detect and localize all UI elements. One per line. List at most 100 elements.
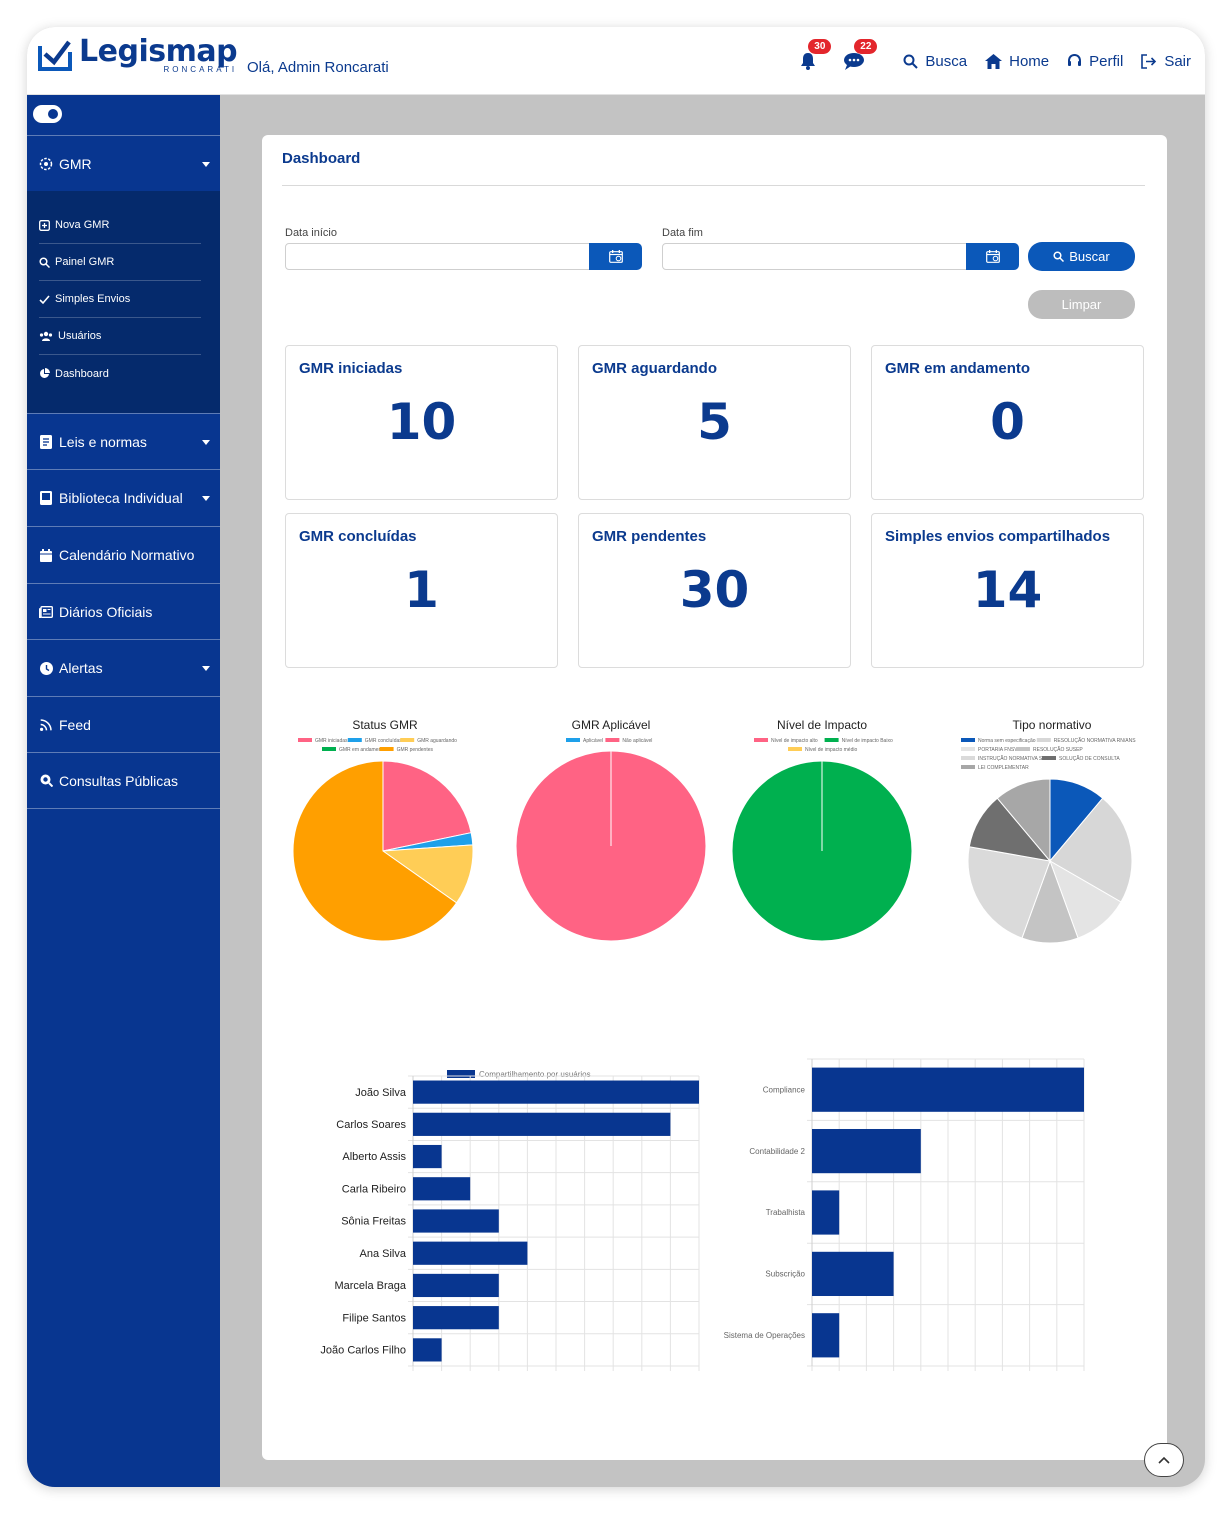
legend-label[interactable]: LEI COMPLEMENTAR <box>978 765 1029 771</box>
logo[interactable]: Legismap RONCARATI <box>37 37 238 74</box>
chevron-down-icon <box>202 439 210 445</box>
legend-swatch <box>605 738 620 742</box>
stat-gmr-pendentes: GMR pendentes 30 <box>578 513 851 668</box>
bar-sistema-de-operacoes[interactable] <box>812 1313 840 1358</box>
sidebar-item-gmr[interactable]: GMR <box>27 135 220 191</box>
legend-swatch <box>298 738 312 742</box>
logo-mark-icon <box>37 38 73 74</box>
y-tick-label: João Carlos Filho <box>320 1345 406 1357</box>
gear-eye-icon <box>39 157 53 171</box>
sidebar-item-consultas-publicas[interactable]: Consultas Públicas <box>27 752 220 809</box>
legend-label[interactable]: Norma sem especificação <box>978 738 1036 744</box>
book-icon <box>39 491 53 505</box>
submenu-dashboard[interactable]: Dashboard <box>39 355 201 392</box>
sidebar: GMR Nova GMR Painel GMR Simples Envios U… <box>27 95 220 1487</box>
legend-label[interactable]: INSTRUÇÃO NORMATIVA SUSEP <box>978 755 1057 762</box>
search-icon <box>1053 251 1065 262</box>
legend-swatch <box>754 738 768 742</box>
legend-label[interactable]: RESOLUÇÃO NORMATIVA RN/ANS <box>1054 737 1136 744</box>
date-start-calendar-button[interactable] <box>589 243 642 270</box>
legend-label[interactable]: GMR iniciadas <box>315 738 348 744</box>
stat-value: 10 <box>386 393 457 451</box>
submenu-nova-gmr[interactable]: Nova GMR <box>39 207 201 244</box>
y-tick-label: Contabilidade 2 <box>749 1147 805 1156</box>
legend-label[interactable]: GMR pendentes <box>397 747 434 753</box>
clear-button[interactable]: Limpar <box>1028 290 1135 319</box>
scroll-top-button[interactable] <box>1144 1443 1184 1477</box>
bar-joao-carlos-filho[interactable] <box>413 1338 442 1362</box>
nav-sair[interactable]: Sair <box>1141 53 1191 70</box>
legend-label[interactable]: Aplicável <box>583 738 603 744</box>
sidebar-item-biblioteca-individual[interactable]: Biblioteca Individual <box>27 469 220 526</box>
stat-value: 5 <box>697 393 732 451</box>
title-divider <box>282 185 1145 186</box>
notifications-badge: 30 <box>808 39 832 54</box>
sidebar-item-biblioteca-individual-label: Biblioteca Individual <box>59 490 183 506</box>
date-start-input[interactable] <box>285 243 590 270</box>
bar-carla-ribeiro[interactable] <box>413 1177 471 1201</box>
bar-joao-silva[interactable] <box>413 1080 699 1104</box>
y-tick-label: Ana Silva <box>360 1248 407 1260</box>
nav-perfil[interactable]: Perfil <box>1067 53 1123 70</box>
messages-button[interactable]: 22 <box>839 39 878 76</box>
search-button[interactable]: Buscar <box>1028 242 1135 271</box>
bar-filipe-santos[interactable] <box>413 1306 499 1330</box>
bar-alberto-assis[interactable] <box>413 1144 442 1169</box>
sidebar-item-alertas[interactable]: Alertas <box>27 639 220 696</box>
submenu-simples-envios[interactable]: Simples Envios <box>39 281 201 318</box>
legend-label[interactable]: Nível de impacto alto <box>771 738 818 744</box>
date-start-label: Data início <box>285 227 337 239</box>
sidebar-item-feed[interactable]: Feed <box>27 696 220 752</box>
sidebar-item-consultas-publicas-label: Consultas Públicas <box>59 772 179 789</box>
calendar-icon <box>608 250 623 263</box>
legend-label[interactable]: RESOLUÇÃO SUSEP <box>1033 746 1083 753</box>
bar-contabilidade-2[interactable] <box>812 1128 921 1174</box>
bar-sonia-freitas[interactable] <box>413 1209 499 1233</box>
nav-busca[interactable]: Busca <box>903 53 967 70</box>
y-tick-label: Marcela Braga <box>334 1280 406 1292</box>
legend-label[interactable]: GMR em andamento <box>339 747 386 753</box>
legend-label[interactable]: Não aplicável <box>622 738 652 744</box>
legend-swatch <box>788 747 802 751</box>
legend-label[interactable]: Nível de impacto médio <box>805 747 857 753</box>
legend-label[interactable]: SOLUÇÃO DE CONSULTA <box>1059 755 1120 762</box>
stat-value: 0 <box>990 393 1025 451</box>
bar-compliance[interactable] <box>812 1067 1084 1112</box>
submenu-painel-gmr[interactable]: Painel GMR <box>39 244 201 281</box>
clock-icon <box>39 661 53 675</box>
bar-ana-silva[interactable] <box>413 1241 528 1265</box>
legend-swatch <box>379 747 394 751</box>
sidebar-item-leis-e-normas[interactable]: Leis e normas <box>27 413 220 469</box>
date-end-calendar-button[interactable] <box>966 243 1019 270</box>
bar-marcela-braga[interactable] <box>413 1273 499 1298</box>
legend-label[interactable]: PORTARIA FNSVIC <box>978 747 1023 753</box>
sidebar-toggle[interactable] <box>33 105 62 123</box>
legend-label[interactable]: Compartilhamento por usuários <box>479 1070 591 1079</box>
pie-slice-gmr-iniciadas[interactable] <box>382 760 472 852</box>
home-icon <box>985 53 1003 69</box>
dashboard-card: Dashboard Data início Data fim Buscar Li… <box>262 135 1167 1460</box>
bar-subscricao[interactable] <box>812 1251 894 1297</box>
pie-slice-resolucao-normativa-rn-ans[interactable] <box>1049 797 1133 903</box>
submenu-usuarios[interactable]: Usuários <box>39 318 201 355</box>
chevron-down-icon <box>202 161 210 167</box>
legend-swatch <box>1042 756 1056 760</box>
pie-slice-gmr-pendentes[interactable] <box>292 760 458 942</box>
nav-home[interactable]: Home <box>985 53 1049 70</box>
legend-swatch <box>322 747 336 751</box>
legend-label[interactable]: Nível de impacto Baixo <box>842 738 893 744</box>
sidebar-item-diarios-oficiais[interactable]: Diários Oficiais <box>27 583 220 639</box>
sidebar-item-calendario-normativo[interactable]: Calendário Normativo <box>27 526 220 583</box>
legend-label[interactable]: GMR concluídas <box>365 738 402 744</box>
bar-trabalhista[interactable] <box>812 1190 840 1235</box>
pie-slice-instrucao-normativa-susep[interactable] <box>967 846 1051 939</box>
date-end-input[interactable] <box>662 243 967 270</box>
y-tick-label: Carlos Soares <box>336 1119 406 1131</box>
newspaper-icon <box>39 605 53 619</box>
legend-label[interactable]: GMR aguardando <box>417 738 457 744</box>
stat-value: 1 <box>404 561 439 619</box>
bar-carlos-soares[interactable] <box>413 1112 671 1136</box>
notifications-button[interactable]: 30 <box>793 39 832 76</box>
pie-slice-lei-complementar[interactable] <box>996 778 1051 863</box>
chevron-down-icon <box>202 666 210 671</box>
